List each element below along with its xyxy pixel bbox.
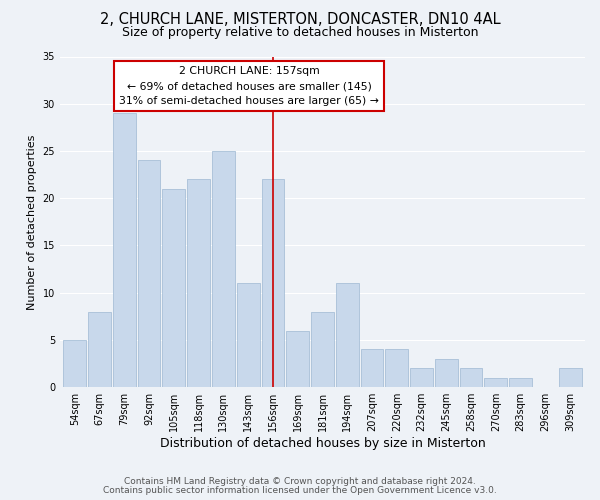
Bar	[212, 151, 235, 387]
Bar	[559, 368, 581, 387]
Bar	[286, 330, 309, 387]
Bar	[113, 113, 136, 387]
Bar	[262, 180, 284, 387]
Text: 2, CHURCH LANE, MISTERTON, DONCASTER, DN10 4AL: 2, CHURCH LANE, MISTERTON, DONCASTER, DN…	[100, 12, 500, 28]
X-axis label: Distribution of detached houses by size in Misterton: Distribution of detached houses by size …	[160, 437, 485, 450]
Bar	[361, 350, 383, 387]
Y-axis label: Number of detached properties: Number of detached properties	[27, 134, 37, 310]
Bar	[88, 312, 111, 387]
Bar	[509, 378, 532, 387]
Text: Contains public sector information licensed under the Open Government Licence v3: Contains public sector information licen…	[103, 486, 497, 495]
Bar	[435, 359, 458, 387]
Bar	[237, 284, 260, 387]
Bar	[137, 160, 160, 387]
Bar	[187, 180, 210, 387]
Bar	[163, 189, 185, 387]
Bar	[460, 368, 482, 387]
Bar	[385, 350, 408, 387]
Text: 2 CHURCH LANE: 157sqm
← 69% of detached houses are smaller (145)
31% of semi-det: 2 CHURCH LANE: 157sqm ← 69% of detached …	[119, 66, 379, 106]
Bar	[311, 312, 334, 387]
Bar	[484, 378, 507, 387]
Text: Size of property relative to detached houses in Misterton: Size of property relative to detached ho…	[122, 26, 478, 39]
Bar	[336, 284, 359, 387]
Bar	[410, 368, 433, 387]
Text: Contains HM Land Registry data © Crown copyright and database right 2024.: Contains HM Land Registry data © Crown c…	[124, 477, 476, 486]
Bar	[64, 340, 86, 387]
